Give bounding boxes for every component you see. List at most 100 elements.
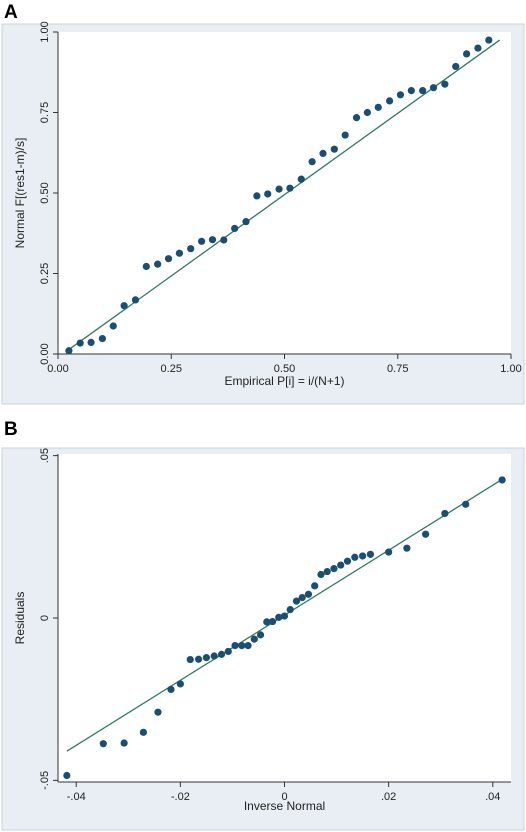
data-point	[308, 158, 316, 166]
x-axis-title: Inverse Normal	[244, 799, 325, 813]
data-point	[76, 339, 84, 347]
data-point	[87, 338, 95, 347]
y-tick-label: -.05	[39, 771, 51, 790]
data-point	[142, 262, 150, 271]
y-tick-label: .05	[39, 448, 51, 463]
data-point	[109, 322, 117, 330]
data-point	[65, 347, 73, 355]
data-point	[498, 476, 506, 484]
data-point	[366, 550, 375, 558]
y-axis-title: Residuals	[13, 592, 27, 645]
data-point	[374, 103, 382, 111]
data-point	[385, 97, 394, 105]
data-point	[359, 552, 367, 560]
data-point	[292, 597, 301, 605]
data-point	[485, 36, 493, 44]
data-point	[385, 548, 393, 556]
y-tick-label: 0.75	[39, 102, 51, 123]
x-tick-label: .04	[485, 791, 500, 803]
panel-letter-b: B	[4, 419, 18, 440]
data-point	[253, 192, 261, 200]
data-point	[298, 593, 306, 602]
y-tick-label: 0	[39, 615, 51, 621]
data-point	[441, 80, 449, 88]
x-tick-label: 0.50	[274, 363, 295, 375]
x-tick-label: 0.75	[387, 363, 408, 375]
data-point	[286, 184, 294, 192]
data-point	[242, 218, 250, 226]
y-tick-label: 1.00	[39, 21, 51, 42]
y-axis-title: Normal F[(res1-m)/s]	[13, 138, 27, 249]
data-point	[317, 570, 325, 579]
x-tick-label: 0.25	[161, 363, 182, 375]
data-point	[250, 635, 258, 643]
data-point	[194, 655, 203, 663]
y-tick-label: 0.50	[39, 182, 51, 203]
y-tick-label: 0.00	[39, 343, 51, 364]
data-point	[275, 185, 283, 193]
data-point	[238, 642, 246, 650]
data-point	[208, 236, 217, 244]
data-point	[186, 655, 194, 664]
data-point	[323, 567, 331, 576]
data-point	[351, 553, 359, 561]
reference-line	[68, 39, 501, 350]
x-tick-label: 1.00	[500, 363, 521, 375]
data-point	[187, 245, 195, 253]
data-point	[280, 612, 289, 620]
data-point	[231, 224, 239, 233]
data-point	[304, 590, 313, 598]
data-point	[131, 296, 140, 304]
data-point	[352, 114, 361, 122]
data-point	[202, 654, 210, 662]
data-point	[164, 255, 173, 263]
data-point	[311, 582, 319, 590]
chart-b: -.04 -.02 0 .02 .04 -.05 0 .05 Inverse Normal Res…	[1, 447, 525, 831]
data-point	[286, 605, 294, 614]
data-point	[139, 728, 147, 736]
data-point	[264, 190, 272, 198]
data-point	[63, 771, 71, 780]
data-point	[463, 50, 471, 58]
data-point	[263, 618, 271, 626]
data-point	[341, 131, 349, 139]
data-point	[268, 617, 277, 626]
data-point	[422, 530, 430, 538]
data-point	[256, 631, 265, 639]
data-point	[452, 62, 460, 71]
data-point	[198, 237, 206, 245]
data-point	[154, 260, 162, 268]
data-point	[176, 680, 184, 688]
x-tick-label: -.02	[171, 791, 190, 803]
panel-letter-a: A	[4, 2, 18, 23]
data-point	[429, 84, 438, 92]
chart-a: 0.00 0.25 0.50 0.75 1.00 0.00 0.25 0.50 0.75 1.00…	[1, 21, 525, 405]
data-point	[297, 175, 305, 183]
x-tick-label: -.04	[67, 791, 86, 803]
data-point	[99, 740, 107, 748]
data-point	[220, 236, 228, 244]
data-point	[175, 249, 184, 257]
data-point	[330, 565, 338, 573]
data-point	[403, 544, 411, 552]
x-tick-label: 0.00	[47, 363, 68, 375]
data-point	[231, 642, 239, 650]
data-point	[462, 500, 470, 508]
data-point	[154, 708, 162, 716]
data-point	[343, 557, 352, 565]
data-point	[337, 561, 345, 569]
data-point	[396, 91, 405, 99]
data-point	[407, 87, 415, 95]
data-point	[319, 149, 327, 157]
data-point	[167, 685, 175, 694]
data-point	[275, 613, 283, 621]
data-point	[441, 509, 449, 518]
y-tick-label: 0.25	[39, 263, 51, 284]
data-point	[330, 145, 338, 153]
data-point	[244, 642, 252, 650]
data-point	[217, 650, 226, 658]
data-point	[224, 647, 232, 656]
x-tick-label: .02	[381, 791, 396, 803]
data-point	[474, 44, 482, 52]
x-tick-label: 0	[281, 791, 287, 803]
